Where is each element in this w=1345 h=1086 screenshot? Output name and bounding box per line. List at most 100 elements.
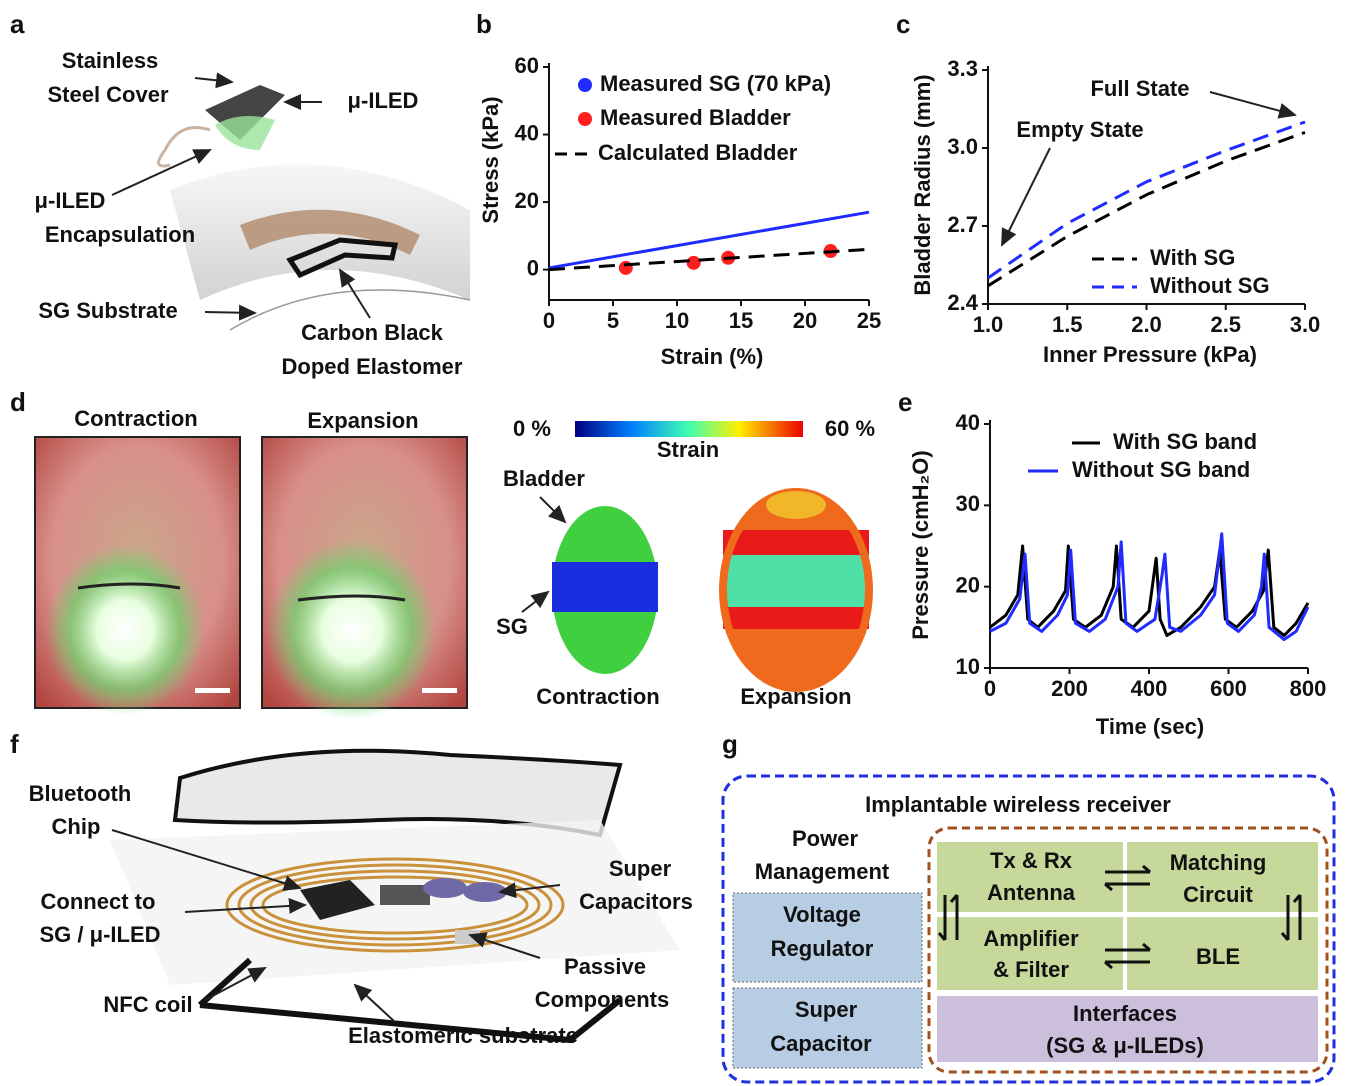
colorbar-label: 0 % (513, 416, 551, 441)
model-label: Bladder (503, 466, 585, 491)
x-tick-label: 25 (857, 308, 881, 333)
panel-label: d (10, 387, 26, 417)
legend-label: Without SG (1150, 273, 1270, 298)
arrow (540, 497, 565, 522)
x-tick-label: 800 (1290, 676, 1327, 701)
bladder-model (552, 491, 869, 688)
y-axis-label: Stress (kPa) (478, 96, 503, 223)
x-tick-label: 3.0 (1290, 312, 1321, 337)
block-title: Management (755, 859, 890, 884)
series-line (990, 534, 1308, 640)
arrow (205, 312, 255, 313)
figure: a b c d e f g Stainless Steel Cover μ-IL… (0, 0, 1345, 1086)
annotation: Empty State (1016, 117, 1143, 142)
x-tick-label: 2.0 (1131, 312, 1162, 337)
colorbar-label: 60 % (825, 416, 875, 441)
arrow (195, 78, 232, 82)
legend-label: Measured Bladder (600, 105, 791, 130)
x-tick-label: 0 (543, 308, 555, 333)
callout: μ-ILED (348, 88, 419, 113)
callout: SG / μ-ILED (39, 922, 160, 947)
callout: Capacitors (579, 889, 693, 914)
legend-label: Calculated Bladder (598, 140, 798, 165)
block-label: Antenna (987, 880, 1076, 905)
callout: NFC coil (103, 992, 192, 1017)
colorbar (575, 421, 803, 437)
block-label: Interfaces (1073, 1001, 1177, 1026)
photo-title: Expansion (307, 408, 418, 433)
block-label: Regulator (771, 936, 874, 961)
block-label: Capacitor (770, 1031, 872, 1056)
block-title: Power (792, 826, 858, 851)
block-label: Matching (1170, 850, 1267, 875)
block-label: Voltage (783, 902, 861, 927)
y-tick-label: 0 (527, 255, 539, 280)
legend-marker (578, 78, 592, 92)
x-axis-label: Strain (%) (661, 344, 764, 369)
arrow (355, 985, 395, 1022)
x-tick-label: 20 (793, 308, 817, 333)
callout: μ-ILED (35, 188, 106, 213)
y-tick-label: 40 (515, 120, 539, 145)
panel-label: b (476, 9, 492, 39)
block-label: Circuit (1183, 882, 1253, 907)
callout: Components (535, 987, 669, 1012)
panel-label: e (898, 387, 912, 417)
x-tick-label: 10 (665, 308, 689, 333)
x-tick-label: 1.5 (1052, 312, 1083, 337)
y-tick-label: 60 (515, 53, 539, 78)
callout: SG Substrate (38, 298, 177, 323)
device-illustration (159, 85, 470, 330)
y-axis-label: Pressure (cmH₂O) (908, 450, 933, 640)
series-line (988, 132, 1305, 285)
annotation: Full State (1090, 76, 1189, 101)
y-tick-label: 20 (515, 188, 539, 213)
callout: Doped Elastomer (282, 354, 463, 379)
callout: Carbon Black (301, 320, 444, 345)
arrow (1002, 148, 1050, 245)
callout: Chip (52, 814, 101, 839)
legend-marker (578, 112, 592, 126)
block-label: Amplifier (983, 926, 1079, 951)
panel-label: g (722, 729, 738, 759)
block-label: Super (795, 997, 858, 1022)
x-tick-label: 200 (1051, 676, 1088, 701)
block-label: (SG & μ-ILEDs) (1046, 1033, 1204, 1058)
y-tick-label: 30 (956, 491, 980, 516)
callout: Connect to (41, 889, 156, 914)
arrow (1210, 92, 1295, 115)
x-tick-label: 5 (607, 308, 619, 333)
x-tick-label: 1.0 (973, 312, 1004, 337)
y-tick-label: 2.7 (947, 212, 978, 237)
x-tick-label: 0 (984, 676, 996, 701)
x-axis-label: Inner Pressure (kPa) (1043, 342, 1257, 367)
legend-label: With SG band (1113, 429, 1257, 454)
callout: Encapsulation (45, 222, 195, 247)
photo (35, 437, 467, 720)
legend-label: Without SG band (1072, 457, 1250, 482)
legend-label: Measured SG (70 kPa) (600, 71, 831, 96)
panel-label: f (10, 729, 19, 759)
panel-label: a (10, 9, 25, 39)
callout: Bluetooth (29, 781, 132, 806)
x-tick-label: 400 (1131, 676, 1168, 701)
y-tick-label: 40 (956, 410, 980, 435)
point (687, 256, 701, 270)
block-title: Implantable wireless receiver (865, 792, 1171, 817)
arrow (340, 270, 370, 318)
legend-label: With SG (1150, 245, 1235, 270)
y-tick-label: 3.0 (947, 134, 978, 159)
y-tick-label: 20 (956, 572, 980, 597)
arrow (522, 592, 548, 612)
x-tick-label: 15 (729, 308, 753, 333)
model-title: Expansion (740, 684, 851, 709)
callout: Steel Cover (47, 82, 168, 107)
colorbar-title: Strain (657, 437, 719, 462)
photo-title: Contraction (74, 406, 197, 431)
callout: Passive (564, 954, 646, 979)
block-label: & Filter (993, 957, 1069, 982)
x-axis-label: Time (sec) (1096, 714, 1204, 739)
x-tick-label: 600 (1210, 676, 1247, 701)
panel-label: c (896, 9, 910, 39)
callout: Stainless (62, 48, 159, 73)
